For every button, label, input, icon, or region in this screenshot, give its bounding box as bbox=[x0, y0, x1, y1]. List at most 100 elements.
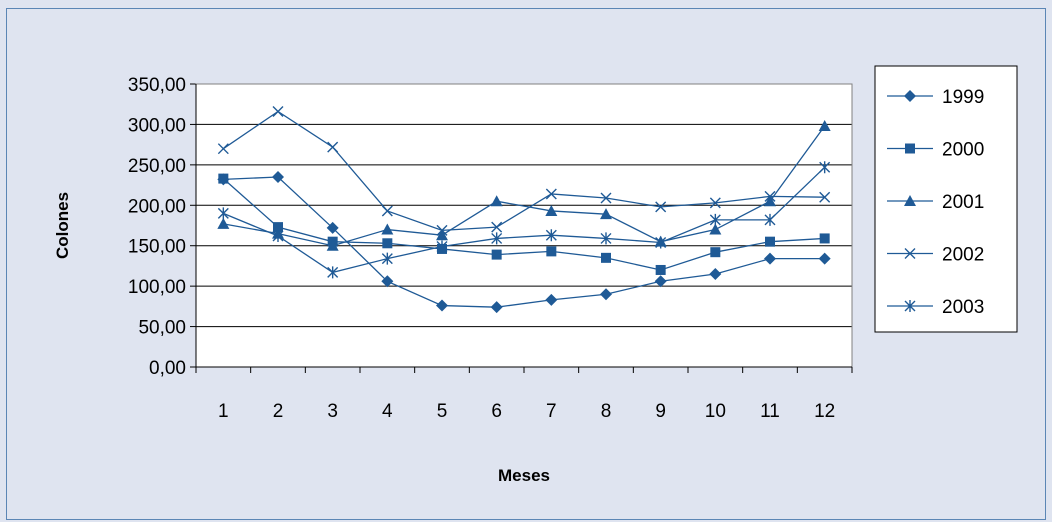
legend-label: 1999 bbox=[942, 87, 984, 108]
series-2003 bbox=[217, 161, 831, 279]
series-line-2000 bbox=[222, 178, 825, 271]
data-point-2003 bbox=[436, 240, 448, 253]
plot-area bbox=[196, 84, 852, 367]
legend-label: 2003 bbox=[942, 297, 984, 318]
data-point-2002 bbox=[764, 190, 776, 202]
x-tick-label: 8 bbox=[601, 401, 612, 422]
data-point-1999 bbox=[326, 221, 339, 234]
y-tick-label: 200,00 bbox=[128, 196, 186, 217]
legend-item-2002: 2002 bbox=[887, 245, 984, 266]
legend-marker bbox=[905, 143, 915, 154]
series-line-2002 bbox=[222, 110, 825, 232]
legend-item-1999: 1999 bbox=[887, 87, 984, 108]
tick-labels: 0,00 50,00 100,00 150,00 200,00 250,00 300,00 3… bbox=[128, 75, 835, 422]
x-axis-title: Meses bbox=[498, 466, 550, 485]
data-point-2001 bbox=[490, 195, 503, 207]
data-point-1999 bbox=[490, 301, 503, 314]
data-point-2003 bbox=[709, 213, 721, 226]
y-tick-label: 350,00 bbox=[128, 75, 186, 96]
data-point-2001 bbox=[818, 120, 831, 132]
legend-marker bbox=[904, 300, 916, 312]
x-tick-label: 9 bbox=[655, 401, 666, 422]
data-point-2002 bbox=[381, 205, 393, 217]
data-point-2000 bbox=[601, 252, 611, 263]
data-point-2002 bbox=[217, 143, 229, 155]
data-point-2002 bbox=[545, 188, 557, 200]
x-tick-label: 1 bbox=[218, 401, 229, 422]
series-2000 bbox=[218, 173, 830, 275]
y-tick-label: 250,00 bbox=[128, 156, 186, 177]
data-point-2002 bbox=[436, 224, 448, 236]
data-point-2002 bbox=[600, 192, 612, 204]
data-point-2001 bbox=[436, 229, 448, 241]
x-tick-label: 11 bbox=[760, 401, 780, 422]
x-tick-label: 6 bbox=[491, 401, 502, 422]
data-point-2003 bbox=[491, 232, 503, 245]
legend-item-2000: 2000 bbox=[887, 140, 984, 161]
data-point-2001 bbox=[709, 223, 722, 235]
data-point-1999 bbox=[709, 268, 722, 281]
x-tick-label: 3 bbox=[327, 401, 338, 422]
data-point-2002 bbox=[709, 197, 721, 209]
data-point-2003 bbox=[327, 266, 339, 279]
data-point-2002 bbox=[819, 191, 831, 203]
y-axis-title: Colones bbox=[53, 192, 72, 259]
y-tick-label: 100,00 bbox=[128, 277, 186, 298]
data-point-1999 bbox=[272, 170, 284, 183]
data-point-2000 bbox=[273, 222, 283, 233]
series-2001 bbox=[217, 120, 831, 251]
y-tick-label: 50,00 bbox=[138, 318, 186, 339]
data-point-2001 bbox=[326, 239, 339, 251]
data-point-2002 bbox=[272, 105, 284, 117]
data-point-2000 bbox=[765, 236, 775, 247]
legend-label: 2000 bbox=[942, 140, 984, 161]
data-point-2002 bbox=[327, 141, 339, 153]
series-line-2003 bbox=[223, 166, 826, 274]
data-point-2003 bbox=[655, 236, 667, 249]
data-point-2000 bbox=[819, 233, 830, 244]
x-tick-label: 12 bbox=[814, 401, 835, 422]
data-point-2002 bbox=[491, 221, 503, 233]
y-tick-label: 0,00 bbox=[149, 358, 186, 379]
data-point-2001 bbox=[764, 195, 776, 207]
data-point-2000 bbox=[546, 246, 557, 257]
legend-marker bbox=[904, 90, 916, 102]
data-point-2003 bbox=[217, 207, 229, 220]
series-lines bbox=[217, 105, 831, 314]
legend-item-2001: 2001 bbox=[887, 192, 984, 213]
data-point-2002 bbox=[655, 201, 667, 213]
grid-lines bbox=[196, 83, 852, 367]
data-point-2000 bbox=[218, 173, 229, 184]
x-tick-label: 5 bbox=[437, 401, 448, 422]
series-2002 bbox=[217, 105, 831, 236]
x-tick-label: 7 bbox=[546, 401, 557, 422]
data-point-1999 bbox=[436, 299, 448, 312]
data-point-1999 bbox=[654, 275, 667, 288]
data-point-1999 bbox=[764, 252, 776, 265]
legend-label: 2002 bbox=[942, 245, 984, 266]
data-point-2003 bbox=[381, 252, 393, 265]
legend-marker bbox=[904, 248, 916, 259]
series-1999 bbox=[217, 170, 831, 314]
data-point-2003 bbox=[600, 232, 612, 245]
data-point-2000 bbox=[710, 247, 721, 258]
data-point-2003 bbox=[764, 213, 776, 226]
data-point-1999 bbox=[545, 293, 558, 306]
legend-label: 2001 bbox=[942, 192, 984, 213]
legend-box bbox=[874, 65, 1018, 333]
data-point-2003 bbox=[545, 229, 557, 242]
data-point-2003 bbox=[272, 230, 284, 243]
data-point-2001 bbox=[217, 217, 230, 229]
series-line-1999 bbox=[223, 176, 825, 308]
data-point-2000 bbox=[491, 249, 502, 260]
data-point-2001 bbox=[600, 208, 612, 220]
legend: 1999 2000 2001 2002 2003 bbox=[874, 65, 1018, 333]
x-tick-label: 4 bbox=[382, 401, 393, 422]
data-point-1999 bbox=[600, 288, 612, 301]
data-point-1999 bbox=[381, 275, 394, 288]
data-point-2001 bbox=[381, 223, 394, 235]
legend-item-2003: 2003 bbox=[887, 297, 984, 318]
y-tick-label: 300,00 bbox=[128, 115, 186, 136]
data-point-2003 bbox=[819, 161, 831, 174]
